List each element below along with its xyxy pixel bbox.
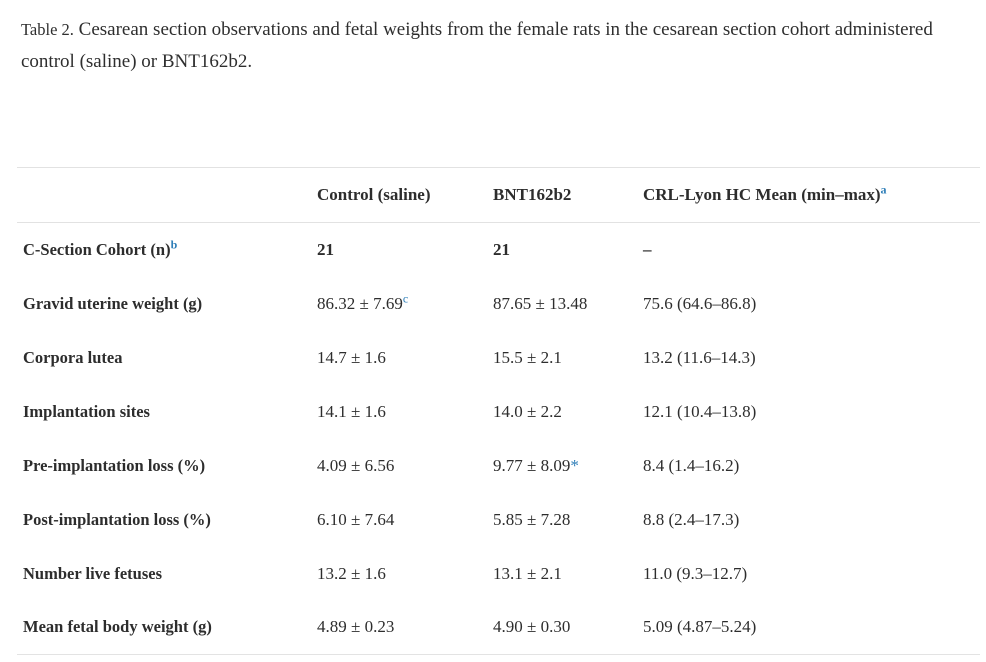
- row-label-text: Number live fetuses: [23, 563, 163, 583]
- table-row-number-live-fetuses: Number live fetuses 13.2 ± 1.6 13.1 ± 2.…: [17, 547, 980, 601]
- cell-crl-hc: 8.4 (1.4–16.2): [643, 455, 740, 475]
- table-row-pre-implantation-loss: Pre-implantation loss (%) 4.09 ± 6.56 9.…: [17, 439, 980, 493]
- cell-control: 4.89 ± 0.23: [317, 617, 395, 637]
- table-row-post-implantation-loss: Post-implantation loss (%) 6.10 ± 7.64 5…: [17, 493, 980, 547]
- footnote-link-c[interactable]: c: [402, 290, 409, 305]
- cell-bnt162b2: 15.5 ± 2.1: [493, 347, 562, 367]
- row-label-text: C-Section Cohort (n): [23, 239, 171, 259]
- row-label: Pre-implantation loss (%): [17, 439, 317, 493]
- row-label: C-Section Cohort (n)b: [17, 223, 317, 277]
- header-stub: [17, 167, 317, 223]
- row-label: Gravid uterine weight (g): [17, 277, 317, 331]
- significance-marker[interactable]: *: [570, 455, 579, 475]
- cell-crl-hc: 13.2 (11.6–14.3): [643, 347, 756, 367]
- cell-control: 21: [317, 239, 334, 259]
- cell-bnt162b2: 87.65 ± 13.48: [493, 293, 588, 313]
- cell-bnt162b2: 13.1 ± 2.1: [493, 563, 562, 583]
- row-label: Mean fetal body weight (g): [17, 601, 317, 655]
- cell-bnt162b2: 14.0 ± 2.2: [493, 401, 562, 421]
- table-caption-text: Cesarean section observations and fetal …: [21, 19, 933, 72]
- row-label-text: Mean fetal body weight (g): [23, 617, 212, 637]
- row-label-text: Gravid uterine weight (g): [23, 293, 203, 313]
- results-table: Control (saline) BNT162b2 CRL-Lyon HC Me…: [17, 167, 980, 655]
- cell-control: 14.1 ± 1.6: [317, 401, 386, 421]
- cell-crl-hc: –: [643, 239, 652, 259]
- table-row-mean-fetal-body-weight: Mean fetal body weight (g) 4.89 ± 0.23 4…: [17, 601, 980, 655]
- row-label: Implantation sites: [17, 385, 317, 439]
- header-control-label: Control (saline): [317, 185, 431, 204]
- cell-control: 4.09 ± 6.56: [317, 455, 395, 475]
- table-row-corpora-lutea: Corpora lutea 14.7 ± 1.6 15.5 ± 2.1 13.2…: [17, 331, 980, 385]
- header-bnt162b2: BNT162b2: [493, 167, 643, 223]
- table-caption: Table 2. Cesarean section observations a…: [21, 14, 969, 78]
- cell-control: 86.32 ± 7.69c: [317, 290, 409, 313]
- header-crl-hc-label: CRL-Lyon HC Mean (min–max): [643, 185, 881, 204]
- cell-crl-hc: 11.0 (9.3–12.7): [643, 563, 748, 583]
- row-label: Post-implantation loss (%): [17, 493, 317, 547]
- row-label-text: Corpora lutea: [23, 347, 123, 367]
- table-row-gravid-uterine-weight: Gravid uterine weight (g) 86.32 ± 7.69c …: [17, 277, 980, 331]
- cell-crl-hc: 12.1 (10.4–13.8): [643, 401, 757, 421]
- cell-bnt162b2: 5.85 ± 7.28: [493, 509, 571, 529]
- header-row: Control (saline) BNT162b2 CRL-Lyon HC Me…: [17, 167, 980, 223]
- header-control: Control (saline): [317, 167, 493, 223]
- cell-bnt162b2: 4.90 ± 0.30: [493, 617, 571, 637]
- row-label-text: Post-implantation loss (%): [23, 509, 211, 529]
- header-crl-hc: CRL-Lyon HC Mean (min–max)a: [643, 167, 980, 223]
- header-bnt162b2-label: BNT162b2: [493, 185, 572, 204]
- cell-bnt162b2: 21: [493, 239, 510, 259]
- row-label: Corpora lutea: [17, 331, 317, 385]
- cell-control: 13.2 ± 1.6: [317, 563, 386, 583]
- table-caption-label: Table 2.: [21, 20, 74, 39]
- cell-crl-hc: 8.8 (2.4–17.3): [643, 509, 740, 529]
- row-label: Number live fetuses: [17, 547, 317, 601]
- row-label-text: Implantation sites: [23, 401, 150, 421]
- cell-control: 14.7 ± 1.6: [317, 347, 386, 367]
- cell-crl-hc: 75.6 (64.6–86.8): [643, 293, 757, 313]
- cell-bnt162b2: 9.77 ± 8.09*: [493, 455, 579, 475]
- row-label-text: Pre-implantation loss (%): [23, 455, 206, 475]
- table-row-csection-cohort: C-Section Cohort (n)b 21 21 –: [17, 223, 980, 277]
- footnote-link-a[interactable]: a: [880, 182, 887, 197]
- cell-control: 6.10 ± 7.64: [317, 509, 395, 529]
- cell-crl-hc: 5.09 (4.87–5.24): [643, 617, 757, 637]
- table-row-implantation-sites: Implantation sites 14.1 ± 1.6 14.0 ± 2.2…: [17, 385, 980, 439]
- footnote-link-b[interactable]: b: [170, 237, 178, 252]
